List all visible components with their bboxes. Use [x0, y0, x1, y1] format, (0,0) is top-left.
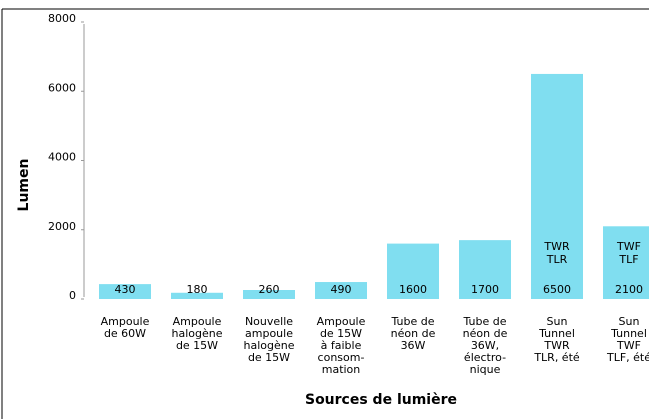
- value-label: 1600: [399, 283, 427, 296]
- x-tick-label: TWF: [616, 339, 641, 352]
- x-tick-label: Tube de: [462, 315, 506, 328]
- x-tick-label: halogène: [172, 327, 223, 340]
- y-tick-label: 0: [69, 289, 76, 302]
- y-axis-title: Lumen: [16, 159, 32, 212]
- x-tick-label: à faible: [321, 339, 362, 352]
- value-label: 1700: [471, 283, 499, 296]
- inner-label: TWF: [616, 240, 641, 253]
- x-tick-label: ampoule: [245, 327, 293, 340]
- x-tick-label: de 15W: [248, 351, 290, 364]
- x-tick-label: consom-: [318, 351, 365, 364]
- x-tick-label: mation: [322, 363, 361, 376]
- y-tick-label: 4000: [48, 151, 76, 164]
- x-tick-label: nique: [470, 363, 501, 376]
- y-tick-label: 6000: [48, 81, 76, 94]
- x-tick-label: halogène: [244, 339, 295, 352]
- bar: [243, 289, 295, 299]
- x-axis-title: Sources de lumière: [305, 392, 457, 408]
- value-label: 180: [187, 283, 208, 296]
- x-tick-label: Sun: [619, 315, 640, 328]
- value-label: 6500: [543, 283, 571, 296]
- bar: [99, 284, 151, 299]
- x-tick-label: Nouvelle: [245, 315, 293, 328]
- value-label: 260: [259, 283, 280, 296]
- bar: [171, 292, 223, 299]
- inner-label: TLR: [546, 253, 568, 266]
- bar: [603, 226, 649, 299]
- x-tick-label: de 60W: [104, 327, 146, 340]
- inner-label: TWR: [543, 240, 570, 253]
- x-tick-label: Tube de: [390, 315, 434, 328]
- x-tick-label: Ampoule: [101, 315, 150, 328]
- x-tick-label: TLR, été: [533, 351, 580, 364]
- value-label: 2100: [615, 283, 643, 296]
- x-tick-label: Tunnel: [610, 327, 647, 340]
- x-tick-label: Tunnel: [538, 327, 575, 340]
- bar: [387, 243, 439, 299]
- value-label: 490: [331, 283, 352, 296]
- x-tick-label: 36W: [401, 339, 426, 352]
- inner-label: TLF: [618, 253, 638, 266]
- x-tick-label: 36W,: [471, 339, 499, 352]
- y-tick-label: 2000: [48, 220, 76, 233]
- x-tick-label: électro-: [464, 351, 506, 364]
- bar: [315, 282, 367, 299]
- bar: [459, 240, 511, 299]
- x-tick-label: de 15W: [320, 327, 362, 340]
- x-tick-label: néon de: [391, 327, 436, 340]
- x-tick-label: de 15W: [176, 339, 218, 352]
- x-tick-label: TLF, été: [606, 351, 649, 364]
- bar: [531, 73, 583, 299]
- x-tick-label: Ampoule: [317, 315, 366, 328]
- y-tick-label: 8000: [48, 12, 76, 25]
- x-tick-label: néon de: [463, 327, 508, 340]
- x-tick-label: TWR: [543, 339, 570, 352]
- x-tick-label: Sun: [547, 315, 568, 328]
- value-label: 430: [115, 283, 136, 296]
- x-tick-label: Ampoule: [173, 315, 222, 328]
